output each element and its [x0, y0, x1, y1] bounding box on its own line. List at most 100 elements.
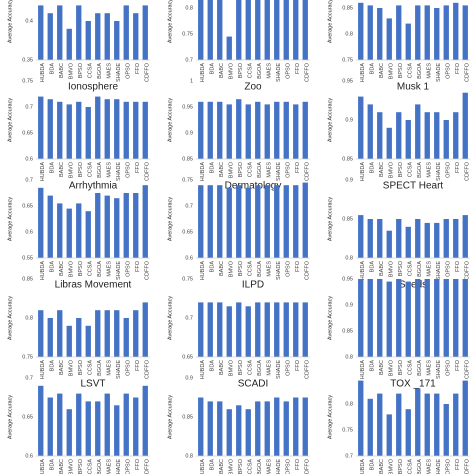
bar [236, 0, 242, 60]
bar [57, 101, 63, 159]
bar [405, 409, 411, 456]
bar [198, 0, 204, 60]
y-axis-label: Average Accuracy [327, 395, 333, 439]
bar [405, 23, 411, 61]
x-tick-label: BGOA [97, 360, 103, 376]
x-tick-label: BPSO [238, 260, 244, 276]
bar [245, 409, 251, 456]
x-tick-label: OPSO [286, 62, 292, 79]
y-tick-label: 0.85 [182, 156, 193, 162]
x-tick-label: HUBDA [360, 459, 366, 474]
y-axis-label: Average Accuracy [327, 296, 333, 340]
bar [226, 306, 232, 357]
y-tick-label: 0.9 [185, 375, 193, 381]
x-tick-label: SHADE [116, 162, 122, 181]
bar [255, 401, 261, 456]
x-tick-label: MAES [107, 63, 113, 79]
bar [57, 310, 63, 357]
bar [443, 5, 449, 60]
x-tick-label: HUBDA [200, 261, 206, 281]
y-axis-label: Average Accuracy [327, 197, 333, 241]
bar [198, 302, 204, 357]
bar [453, 393, 459, 456]
x-tick-label: CDFFO [305, 458, 311, 474]
bar [236, 405, 242, 456]
bar [133, 310, 139, 357]
bar [462, 279, 468, 357]
x-tick-label: BGOA [417, 261, 423, 277]
y-tick-label: 0.7 [25, 177, 33, 183]
x-tick-label: OPSO [286, 260, 292, 277]
x-tick-label: MAES [267, 459, 273, 474]
y-tick-label: 0.7 [25, 375, 33, 381]
bar [198, 101, 204, 159]
bar [255, 302, 261, 357]
x-tick-label: MAES [427, 261, 433, 277]
panel: Average Accuracy 0.6 0.65 0.7 HUBDA BDA BABC BM… [7, 375, 150, 474]
y-tick-label: 0.75 [182, 276, 193, 282]
x-tick-label: MAES [267, 63, 273, 79]
x-tick-label: BABC [379, 63, 385, 78]
bar [142, 302, 148, 357]
bar [217, 185, 223, 258]
x-tick-label: MAES [107, 162, 113, 178]
bar [443, 120, 449, 159]
bar [415, 104, 421, 159]
bar [453, 112, 459, 159]
x-tick-label: BABC [219, 459, 225, 474]
bar [236, 302, 242, 357]
bar [377, 8, 383, 60]
x-tick-label: BPSO [78, 161, 84, 177]
x-tick-label: BMVO [229, 260, 235, 277]
bar [123, 101, 129, 159]
bar [283, 185, 289, 258]
bar [302, 182, 308, 258]
y-tick-label: 0.6 [25, 453, 33, 459]
x-tick-label: BMVO [69, 260, 75, 277]
bar [142, 385, 148, 456]
bar [38, 96, 44, 159]
bar [47, 195, 53, 258]
bar [76, 203, 82, 258]
y-tick-label: 0.75 [22, 354, 33, 360]
x-tick-label: BPSO [78, 62, 84, 78]
x-tick-label: CDFFO [465, 458, 471, 474]
x-tick-label: BMVO [389, 260, 395, 277]
bar [47, 99, 53, 159]
x-tick-label: BPSO [78, 458, 84, 474]
bar [236, 99, 242, 159]
x-tick-label: HUBDA [360, 162, 366, 182]
x-tick-label: CDFFO [465, 62, 471, 82]
x-tick-label: MAES [107, 261, 113, 277]
x-tick-label: MAES [107, 360, 113, 376]
x-tick-label: BDA [370, 261, 376, 273]
x-tick-label: MAES [107, 459, 113, 474]
x-tick-label: SHADE [276, 360, 282, 379]
chart-title: Seeds [399, 280, 427, 291]
x-tick-label: BDA [50, 360, 56, 372]
bar [293, 104, 299, 159]
y-tick-label: 0.8 [185, 5, 193, 11]
x-tick-label: BABC [59, 360, 65, 375]
bar [255, 0, 261, 60]
x-tick-label: FFO [135, 260, 141, 272]
bar [424, 112, 430, 159]
bar [114, 99, 120, 159]
bar [367, 398, 373, 456]
y-tick-label: 0.85 [22, 276, 33, 282]
x-tick-label: SHADE [116, 459, 122, 474]
y-tick-label: 0.55 [22, 255, 33, 261]
x-tick-label: SHADE [436, 162, 442, 181]
bar [274, 185, 280, 258]
x-tick-label: MAES [267, 360, 273, 376]
bar [142, 5, 148, 60]
bar [274, 0, 280, 60]
bar [462, 5, 468, 60]
bar [38, 5, 44, 60]
panel: Average Accuracy 0.7 0.75 0.8 HUBDA BDA BABC BM… [327, 380, 471, 474]
chart-title: Dermatology [225, 181, 282, 192]
x-tick-label: HUBDA [40, 360, 46, 380]
bar [123, 193, 129, 258]
x-tick-label: HUBDA [40, 63, 46, 83]
panel: Average Accuracy 0.8 0.85 0.9 HUBDA BDA BABC BM… [167, 375, 310, 474]
